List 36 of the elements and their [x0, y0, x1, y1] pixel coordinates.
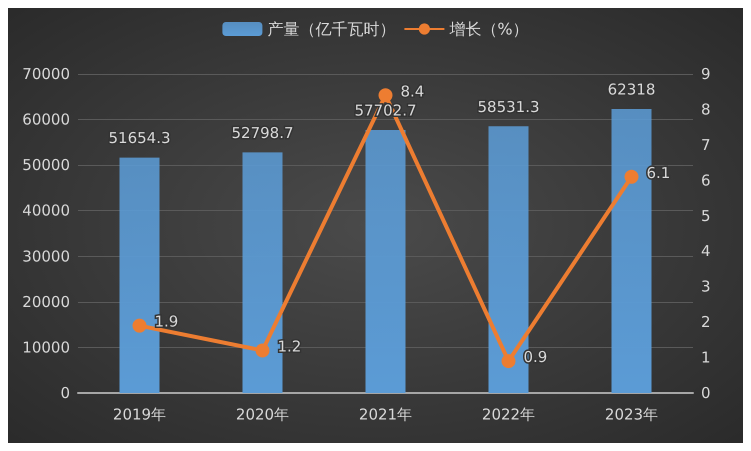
y-tick-label: 60000 — [22, 110, 70, 129]
y2-tick-label: 8 — [701, 100, 711, 118]
point — [624, 170, 638, 184]
data-label: 52798.7 — [231, 124, 294, 142]
y2-tick-label: 0 — [701, 384, 711, 402]
y2-tick-label: 4 — [701, 242, 711, 260]
y2-tick-label: 6 — [701, 171, 711, 190]
legend-label: 增长（%） — [448, 20, 529, 38]
data-label: 8.4 — [400, 82, 424, 100]
x-tick-label: 2022年 — [482, 406, 536, 424]
legend-label: 产量（亿千瓦时） — [267, 20, 396, 38]
point — [502, 354, 516, 368]
y2-tick-label: 2 — [701, 313, 711, 332]
y-tick-label: 50000 — [22, 156, 70, 174]
x-tick-label: 2021年 — [358, 406, 412, 424]
x-tick-label: 2019年 — [112, 406, 166, 424]
point — [256, 343, 270, 358]
y-tick-label: 0 — [60, 384, 70, 402]
x-tick-label: 2023年 — [604, 406, 658, 424]
y2-tick-label: 1 — [701, 348, 711, 367]
data-label: 62318 — [608, 80, 656, 99]
y2-tick-label: 3 — [701, 278, 711, 296]
y2-tick-label: 9 — [701, 65, 711, 83]
y-tick-label: 30000 — [22, 247, 70, 266]
y-tick-label: 10000 — [22, 338, 70, 356]
point — [378, 88, 392, 102]
y-tick-label: 70000 — [22, 65, 70, 83]
y2-tick-label: 5 — [701, 206, 711, 225]
y-tick-label: 20000 — [22, 292, 70, 311]
bar — [366, 130, 406, 393]
data-label: 51654.3 — [108, 129, 171, 148]
y2-tick-label: 7 — [701, 136, 711, 154]
y-tick-label: 40000 — [22, 202, 70, 220]
point — [132, 318, 146, 333]
data-label: 58531.3 — [477, 98, 540, 116]
x-tick-label: 2020年 — [236, 406, 290, 424]
